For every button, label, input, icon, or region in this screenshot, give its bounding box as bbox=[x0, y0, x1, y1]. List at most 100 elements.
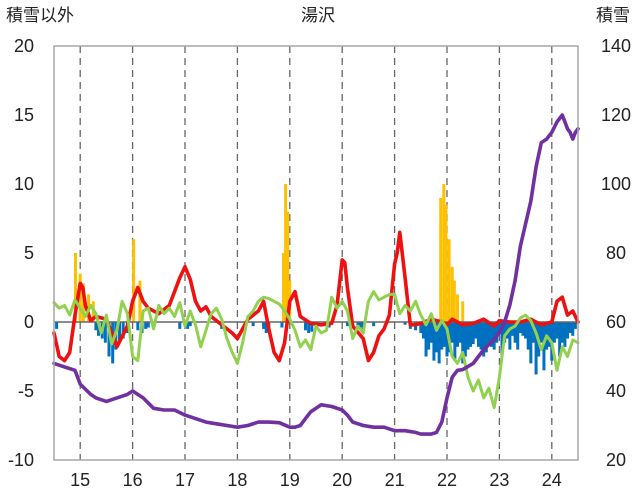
blue-bars-bar bbox=[484, 322, 488, 353]
blue-bars-bar bbox=[490, 322, 494, 347]
right-tick-label: 140 bbox=[601, 36, 631, 56]
blue-bars-bar bbox=[466, 322, 470, 350]
blue-bars-bar bbox=[471, 322, 475, 345]
blue-bars-bar bbox=[518, 322, 522, 334]
blue-bars-bar bbox=[144, 322, 148, 329]
blue-bars-bar bbox=[571, 322, 575, 336]
x-tick-label: 24 bbox=[542, 470, 562, 490]
blue-bars-bar bbox=[479, 322, 483, 350]
blue-bars-bar bbox=[552, 322, 556, 343]
blue-bars-bar bbox=[432, 322, 436, 361]
blue-bars-bar bbox=[103, 322, 107, 343]
right-tick-label: 40 bbox=[606, 381, 626, 401]
left-axis-label: 積雪以外 bbox=[6, 6, 74, 26]
blue-bars-bar bbox=[442, 322, 446, 347]
blue-bars-bar bbox=[458, 322, 462, 343]
blue-bars-bar bbox=[445, 322, 449, 357]
chart-title: 湯沢 bbox=[301, 6, 335, 26]
blue-bars-bar bbox=[529, 322, 533, 364]
blue-bars-bar bbox=[534, 322, 538, 375]
blue-bars-bar bbox=[524, 322, 528, 339]
blue-bars-bar bbox=[121, 322, 125, 339]
blue-bars-bar bbox=[476, 322, 480, 347]
right-tick-label: 60 bbox=[606, 312, 626, 332]
blue-bars-bar bbox=[136, 322, 140, 331]
blue-bars-bar bbox=[555, 322, 559, 339]
blue-bars-bar bbox=[461, 322, 465, 364]
blue-bars-bar bbox=[558, 322, 562, 357]
x-tick-label: 15 bbox=[70, 470, 90, 490]
blue-bars-bar bbox=[516, 322, 520, 350]
orange-bars-bar bbox=[73, 253, 77, 322]
blue-bars-bar bbox=[251, 322, 255, 327]
blue-bars-bar bbox=[566, 322, 570, 339]
x-tick-label: 22 bbox=[437, 470, 457, 490]
blue-bars-bar bbox=[526, 322, 530, 350]
blue-bars-bar bbox=[345, 322, 349, 327]
tick-labels: -10 -5 0 5 10 15 20 20 40 60 80 100 120 140 15 16 17 18 19… bbox=[8, 36, 631, 490]
blue-bars-bar bbox=[280, 322, 284, 328]
left-tick-label: -5 bbox=[18, 381, 34, 401]
x-tick-label: 19 bbox=[280, 470, 300, 490]
line-series bbox=[52, 113, 580, 436]
orange-bars-bar bbox=[447, 239, 451, 322]
blue-bars-bar bbox=[453, 322, 457, 361]
blue-bars-bar bbox=[568, 322, 572, 334]
blue-bars-bar bbox=[503, 322, 507, 343]
blue-bars-bar bbox=[421, 322, 425, 339]
right-tick-label: 100 bbox=[601, 174, 631, 194]
blue-bars-bar bbox=[495, 322, 499, 343]
left-tick-label: 20 bbox=[14, 36, 34, 56]
blue-bars-bar bbox=[474, 322, 478, 339]
blue-bars-bar bbox=[94, 322, 98, 331]
right-axis-label: 積雪 bbox=[596, 6, 630, 26]
x-tick-label: 21 bbox=[385, 470, 405, 490]
orange-bars-bar bbox=[439, 197, 443, 322]
green-series-line bbox=[52, 290, 580, 410]
blue-bars-bar bbox=[440, 322, 444, 350]
blue-bars-bar bbox=[188, 322, 192, 327]
purple-series-line bbox=[52, 113, 580, 436]
orange-bars-bar bbox=[450, 266, 454, 322]
blue-bars-bar bbox=[513, 322, 517, 343]
blue-bars-bar bbox=[547, 322, 551, 347]
blue-bars-bar bbox=[560, 322, 564, 343]
blue-bars-bar bbox=[521, 322, 525, 336]
orange-bars-bar bbox=[138, 280, 142, 322]
blue-bars-bar bbox=[304, 322, 308, 331]
blue-bars-bar bbox=[403, 322, 407, 325]
blue-bars-bar bbox=[419, 322, 423, 334]
left-tick-label: 10 bbox=[14, 174, 34, 194]
blue-bars-bar bbox=[482, 322, 486, 357]
orange-bars-bar bbox=[444, 204, 448, 322]
orange-bars-bar bbox=[452, 280, 456, 322]
right-tick-label: 120 bbox=[601, 105, 631, 125]
left-tick-label: 15 bbox=[14, 105, 34, 125]
blue-bars-bar bbox=[178, 322, 182, 329]
blue-bars-bar bbox=[573, 322, 577, 329]
blue-bars-bar bbox=[539, 322, 543, 343]
x-tick-label: 16 bbox=[123, 470, 143, 490]
plot-frame bbox=[53, 45, 579, 461]
blue-bars-bar bbox=[508, 322, 512, 350]
right-tick-label: 80 bbox=[606, 243, 626, 263]
blue-bars-bar bbox=[437, 322, 441, 364]
blue-bars-bar bbox=[497, 322, 501, 334]
x-tick-label: 18 bbox=[227, 470, 247, 490]
blue-bars-bar bbox=[186, 322, 190, 329]
blue-bars-bar bbox=[55, 322, 59, 329]
orange-bars-bar bbox=[284, 184, 288, 322]
blue-bars-bar bbox=[429, 322, 433, 343]
red-series-line bbox=[52, 230, 580, 363]
blue-bars-bar bbox=[424, 322, 428, 357]
orange-bars-bar bbox=[132, 239, 136, 322]
x-tick-label: 20 bbox=[332, 470, 352, 490]
blue-bars-bar bbox=[310, 322, 314, 332]
blue-bars-bar bbox=[435, 322, 439, 353]
blue-bars-bar bbox=[307, 322, 311, 334]
orange-bars-bar bbox=[78, 273, 82, 322]
blue-bars-bar bbox=[262, 322, 266, 329]
blue-bars-bar bbox=[500, 322, 504, 357]
